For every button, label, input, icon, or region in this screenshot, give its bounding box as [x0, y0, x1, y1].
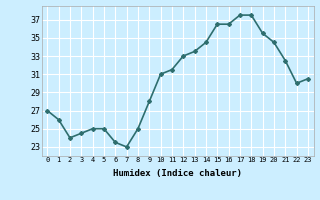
X-axis label: Humidex (Indice chaleur): Humidex (Indice chaleur)	[113, 169, 242, 178]
